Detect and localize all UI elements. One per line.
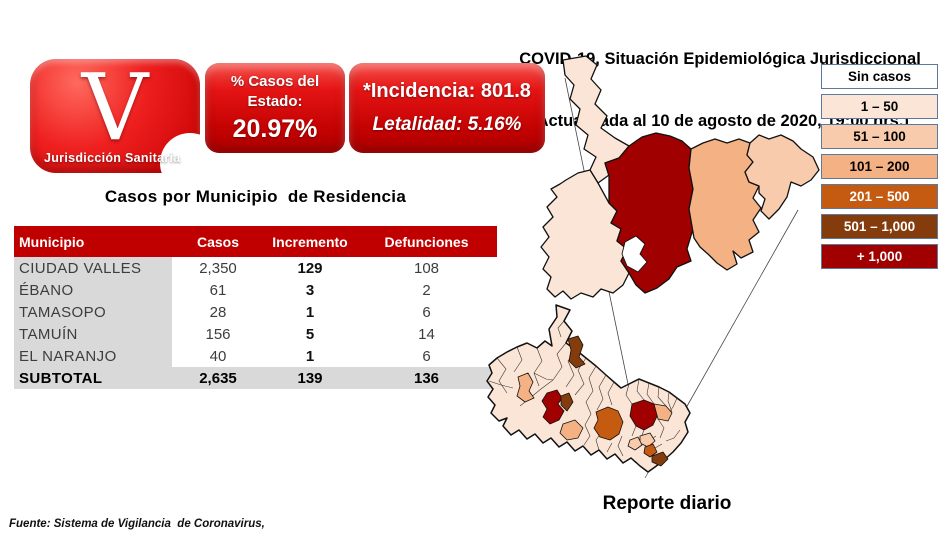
legend-label: 101 – 200: [849, 159, 910, 174]
legend-label: 1 – 50: [860, 99, 899, 114]
state-share-label: % Casos del Estado:: [230, 73, 320, 110]
jurisdiction-numeral: V: [81, 54, 149, 161]
patch-orange-south-tip: [643, 443, 658, 458]
table-header-row: Municipio Casos Incremento Defunciones: [14, 226, 497, 257]
table-row: CIUDAD VALLES 2,350 129 108: [14, 257, 497, 279]
cell-defunciones: 2: [422, 281, 431, 299]
legend-label: 51 – 100: [853, 129, 906, 144]
cell-casos: 61: [209, 281, 227, 299]
callout-line-right: [685, 209, 799, 409]
table-row: TAMUÍN 156 5 14: [14, 323, 497, 345]
column-header-municipio: Municipio: [14, 226, 172, 257]
cell-casos: 156: [205, 325, 231, 343]
cell-municipio: CIUDAD VALLES: [14, 257, 172, 279]
cell-subtotal-label: SUBTOTAL: [14, 367, 172, 389]
jurisdiction-badge: V Jurisdicción Sanitaria: [30, 54, 220, 193]
cell-municipio: ÉBANO: [14, 279, 172, 301]
patch-red-capital: [541, 389, 565, 425]
patch-red-east: [629, 399, 659, 431]
region-tamuin: [688, 138, 762, 271]
cell-municipio: EL NARANJO: [14, 345, 172, 367]
legend-label: 201 – 500: [849, 189, 910, 204]
legend-item-1000-plus: + 1,000: [821, 244, 938, 269]
cell-subtotal-defunciones: 136: [356, 367, 497, 389]
jurisdiction-map: [540, 55, 820, 300]
legend-item-51-100: 51 – 100: [821, 124, 938, 149]
incidence-lethality-card: *Incidencia: 801.8 Letalidad: 5.16%: [349, 63, 545, 153]
incidence-value: 801.8: [480, 80, 531, 102]
table-row: TAMASOPO 28 1 6: [14, 301, 497, 323]
cell-defunciones: 6: [422, 303, 431, 321]
lethality-label: Letalidad:: [372, 114, 463, 135]
table-row: EL NARANJO 40 1 6: [14, 345, 497, 367]
legend-label: + 1,000: [856, 249, 903, 264]
source-line1: Fuente: Sistema de Vigilancia de Coronav…: [9, 518, 265, 531]
legend-item-sin-casos: Sin casos: [821, 64, 938, 89]
cell-defunciones: 108: [413, 259, 440, 277]
choropleth-maps: [486, 55, 820, 479]
state-map: [486, 304, 691, 479]
legend-item-101-200: 101 – 200: [821, 154, 938, 179]
cell-casos: 28: [209, 303, 227, 321]
lethality-line: Letalidad: 5.16%: [357, 114, 537, 136]
patch-peach-west: [516, 372, 535, 403]
column-header-casos: Casos: [172, 226, 264, 257]
legend-label: Sin casos: [847, 69, 912, 84]
patch-brown-south-tip: [651, 451, 669, 467]
patch-orange-center: [593, 406, 624, 441]
cell-incremento: 1: [305, 347, 315, 365]
column-header-incremento: Incremento: [264, 226, 356, 257]
table-row: ÉBANO 61 3 2: [14, 279, 497, 301]
patch-light-south: [627, 436, 643, 451]
patch-peach-east: [653, 403, 673, 422]
cell-incremento: 129: [297, 259, 323, 277]
cell-casos: 2,350: [199, 259, 237, 277]
state-share-value: 20.97%: [232, 115, 318, 143]
cell-municipio: TAMUÍN: [14, 323, 172, 345]
report-type-label: Reporte diario: [602, 493, 732, 514]
legend-item-501-1000: 501 – 1,000: [821, 214, 938, 239]
patch-brown-capital-east: [560, 392, 574, 412]
state-share-card: % Casos del Estado: 20.97%: [205, 63, 345, 153]
cell-subtotal-incremento: 139: [264, 367, 356, 389]
incidence-label: *Incidencia:: [363, 80, 476, 102]
cell-defunciones: 14: [418, 325, 435, 343]
cell-incremento: 5: [305, 325, 315, 343]
incidence-line: *Incidencia: 801.8: [357, 80, 537, 103]
cases-table-title: Casos por Municipio de Residencia: [104, 187, 407, 206]
state-colored-patches: [516, 335, 673, 467]
cases-table: Municipio Casos Incremento Defunciones C…: [14, 226, 497, 389]
legend-item-201-500: 201 – 500: [821, 184, 938, 209]
cell-incremento: 1: [305, 303, 315, 321]
map-legend: Sin casos 1 – 50 51 – 100 101 – 200 201 …: [821, 64, 938, 274]
legend-item-1-50: 1 – 50: [821, 94, 938, 119]
region-no-cases-notch: [621, 235, 648, 273]
region-ebano: [744, 134, 820, 220]
jurisdiction-badge-label: Jurisdicción Sanitaria: [44, 151, 181, 165]
column-header-defunciones: Defunciones: [356, 226, 497, 257]
page-title: COVID-19, Situación Epidemiológica Juris…: [500, 8, 940, 173]
source-note: Fuente: Sistema de Vigilancia de Coronav…: [9, 487, 265, 549]
table-subtotal-row: SUBTOTAL 2,635 139 136: [14, 367, 497, 389]
cell-casos: 40: [209, 347, 227, 365]
cell-municipio: TAMASOPO: [14, 301, 172, 323]
state-outline: [486, 304, 691, 473]
legend-label: 501 – 1,000: [843, 219, 916, 234]
page-title-line1: COVID-19, Situación Epidemiológica Juris…: [519, 50, 921, 69]
patch-brown-north: [567, 335, 586, 369]
patch-peach-south-capital: [559, 419, 584, 441]
cell-defunciones: 6: [422, 347, 431, 365]
lethality-value: 5.16%: [467, 114, 522, 135]
cell-incremento: 3: [305, 281, 315, 299]
cell-subtotal-casos: 2,635: [172, 367, 264, 389]
